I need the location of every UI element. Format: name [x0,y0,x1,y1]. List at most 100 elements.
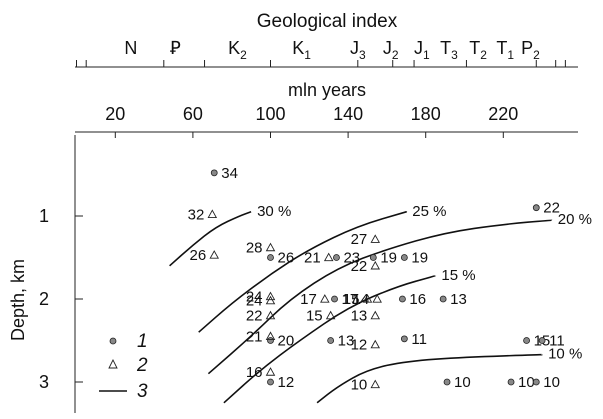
isoline-curve [207,219,553,375]
circle-point [439,295,447,303]
circle-point-label: 22 [543,200,560,217]
plot-layer: 30 % 25 % 20 % 15 % 10 % 34 26 23 19 19 17 16 13 11 13… [169,165,592,404]
triangle-point [265,295,276,305]
triangle-point [370,234,381,243]
legend-triangle-symbol [108,358,118,369]
triangle-point-label: 21 [246,328,263,345]
period-label: T1 [496,38,514,62]
triangle-point [370,260,381,270]
isoline-curve [223,275,436,404]
x-tick-label: 20 [105,104,125,124]
triangle-point [320,294,330,303]
triangle-point [265,291,276,301]
period-label: J1 [414,38,430,62]
period-label: J3 [350,38,366,62]
x-tick-label: 140 [333,104,363,124]
period-label: P2 [521,38,540,62]
x-tick-label: 180 [411,104,441,124]
legend-layer: 1 2 3 [99,331,148,402]
triangle-point [325,310,336,320]
circle-point-label: 13 [338,333,355,350]
period-label: T3 [440,38,458,62]
x-tick-label: 100 [255,104,285,124]
circle-point-label: 10 [543,374,560,391]
legend-circle-symbol [109,337,117,345]
period-label-subscript: 3 [451,48,458,62]
period-label: J2 [383,38,399,62]
triangle-point-label: 32 [188,206,205,223]
circle-point [400,254,408,261]
triangle-point [265,310,276,320]
circle-point-label: 10 [454,374,471,391]
x-tick-label: 220 [488,104,518,124]
triangle-point [265,331,276,340]
triangle-point [370,310,381,320]
circle-point-label: 34 [221,165,238,182]
triangle-point-label: 22 [246,308,263,325]
circle-point [267,337,274,344]
period-label-subscript: 3 [359,48,366,62]
circle-point-label: 16 [409,291,426,308]
triangle-point-label: 15 [343,291,360,308]
y-axis-label: Depth, km [8,259,28,341]
period-label-subscript: 1 [304,48,311,62]
axes-layer: Geological index N Ꝑ K2 K1 J3 J2 J1 T3 T2 T1 P2 mln … [8,11,578,413]
y-tick-label: 1 [39,206,49,226]
triangle-point-label: 10 [351,376,368,393]
triangle-point [265,242,276,252]
period-label-subscript: 2 [240,48,247,62]
circle-point [333,254,340,261]
isoline-label: 25 % [412,203,446,220]
period-label-subscript: 2 [392,48,399,62]
triangle-point-label: 22 [351,258,368,275]
triangle-point-label: 16 [246,364,263,381]
legend-label: 1 [137,331,148,352]
circle-point-label: 11 [411,331,427,348]
legend-label: 2 [136,355,148,376]
y-tick-label: 3 [39,372,49,392]
triangle-point [362,294,373,303]
x-axis-label: mln years [288,80,366,100]
triangle-point-label: 24 [246,293,263,310]
isoline-label: 15 % [441,267,475,284]
circle-point [369,254,377,261]
isoline-curve [316,353,543,404]
period-label: N [124,38,137,58]
triangle-point [207,209,218,218]
isoline-curve [198,211,408,333]
x-tick-label: 60 [183,104,203,124]
circle-point [327,337,335,344]
circle-point-label: 10 [518,374,535,391]
triangle-point [372,294,382,303]
period-label: T2 [469,38,487,62]
isoline-label: 30 % [257,203,291,220]
triangle-point-label: 21 [304,250,321,267]
top-axis-title: Geological index [257,11,398,32]
legend-label: 3 [137,381,148,402]
triangle-point-label: 28 [246,240,263,257]
triangle-point-label: 24 [246,289,263,306]
circle-point [523,337,530,344]
y-tick-label: 2 [39,289,49,309]
triangle-point [370,379,381,389]
circle-point-label: 17 [342,291,359,308]
circle-point-label: 13 [450,291,467,308]
circle-point [267,254,274,261]
circle-point [443,378,451,386]
circle-point-label: 23 [343,250,360,267]
triangle-point-label: 27 [351,231,368,248]
period-label-subscript: 1 [507,48,514,62]
circle-point [210,169,218,177]
circle-point [507,378,515,386]
triangle-point-label: 17 [300,291,317,308]
period-label: K2 [228,38,247,62]
triangle-point-label: 15 [306,308,323,325]
isoline-curve [169,211,252,267]
circle-point-label: 12 [278,374,295,391]
circle-point-label: 11 [549,333,565,350]
triangle-point [209,250,220,259]
triangle-point-label: 26 [190,247,207,264]
triangle-point-label: 14 [353,291,370,308]
circle-point [399,295,406,303]
